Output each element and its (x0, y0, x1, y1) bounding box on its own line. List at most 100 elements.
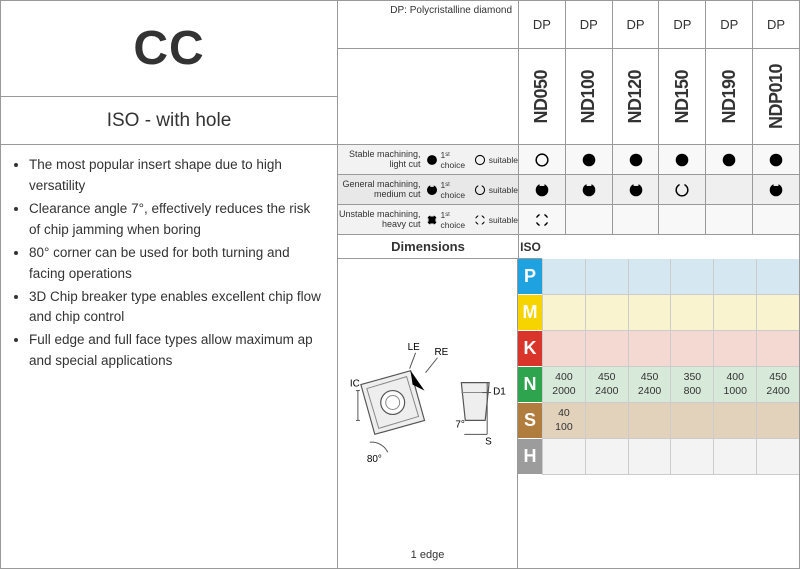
choice-cell (565, 205, 612, 235)
material-cell (756, 403, 799, 439)
machining-label: Unstable machining, heavy cut (338, 210, 425, 230)
legend-first: 1ˢᵗ choice (441, 210, 471, 230)
material-cell (670, 439, 713, 475)
bullet-item: The most popular insert shape due to hig… (29, 155, 325, 197)
cross-open-icon (473, 213, 487, 227)
page-root: CC ISO - with hole The most popular inse… (0, 0, 800, 569)
dp-cell: DP (752, 1, 799, 49)
choice-cell (518, 175, 565, 205)
material-cell: 4002000 (542, 367, 585, 403)
left-column: CC ISO - with hole The most popular inse… (1, 1, 337, 568)
material-cell (542, 259, 585, 295)
grade-code: NDP010 (766, 64, 787, 129)
machining-row-unstable: Unstable machining, heavy cut 1ˢᵗ choice… (338, 205, 518, 235)
material-cell (756, 331, 799, 367)
annot-ic: IC (350, 379, 360, 390)
choice-grid (518, 145, 799, 235)
material-cell: 4502400 (585, 367, 628, 403)
choice-cell (612, 145, 659, 175)
material-cell (585, 295, 628, 331)
material-cell: 40100 (542, 403, 585, 439)
legend-suitable: suitable (489, 155, 518, 165)
material-cell (628, 403, 671, 439)
material-row-N: 4002000450240045024003508004001000450240… (542, 367, 799, 403)
iso-letter-column: PMKNSH (518, 259, 542, 568)
choice-cell (705, 145, 752, 175)
legend-suitable: suitable (489, 185, 518, 195)
material-cell (713, 259, 756, 295)
material-cell (713, 331, 756, 367)
choice-cell (752, 175, 799, 205)
spacer (338, 49, 518, 145)
annot-7deg: 7° (455, 419, 465, 430)
dp-cell: DP (565, 1, 612, 49)
annot-re: RE (434, 347, 448, 358)
dp-cell: DP (705, 1, 752, 49)
machining-row-stable: Stable machining, light cut 1ˢᵗ choice s… (338, 145, 518, 175)
dp-header-row: DP DP DP DP DP DP (518, 1, 799, 49)
notch-open-icon (473, 183, 487, 197)
annot-s: S (485, 436, 492, 447)
material-cell (542, 439, 585, 475)
choice-cell (658, 145, 705, 175)
choice-cell (705, 205, 752, 235)
dp-note: DP: Polycristalline diamond (338, 1, 518, 49)
annot-d1: D1 (493, 387, 506, 398)
legend-pair: 1ˢᵗ choice suitable (425, 150, 519, 170)
material-row-S: 40100 (542, 403, 799, 439)
insert-code: CC (133, 21, 204, 76)
material-cell (628, 331, 671, 367)
legend-pair: 1ˢᵗ choice suitable (425, 210, 519, 230)
material-cell (628, 439, 671, 475)
annot-le: LE (408, 342, 421, 353)
grade-cell: ND190 (705, 49, 752, 145)
grade-code: ND120 (625, 70, 646, 124)
material-grid: 4002000450240045024003508004001000450240… (542, 259, 799, 568)
material-cell (628, 295, 671, 331)
material-cell (670, 259, 713, 295)
material-cell (585, 259, 628, 295)
grade-code: ND050 (531, 70, 552, 124)
choice-row (518, 205, 799, 235)
material-cell (585, 403, 628, 439)
machining-row-general: General machining, medium cut 1ˢᵗ choice… (338, 175, 518, 205)
right-area: DP: Polycristalline diamond DP DP DP DP … (337, 1, 799, 568)
choice-row (518, 175, 799, 205)
bullet-item: 80° corner can be used for both turning … (29, 243, 325, 285)
dp-cell: DP (658, 1, 705, 49)
subtitle: ISO - with hole (107, 110, 232, 132)
technical-drawing: LE RE IC 80° D1 7° S 1 edge (338, 259, 518, 568)
material-cell (713, 439, 756, 475)
circle-fill-icon (425, 153, 439, 167)
choice-cell (612, 175, 659, 205)
subtitle-box: ISO - with hole (1, 97, 337, 145)
grade-cell: ND150 (658, 49, 705, 145)
material-cell (585, 439, 628, 475)
legend-suitable: suitable (489, 215, 518, 225)
choice-cell (565, 145, 612, 175)
grade-cell: ND120 (612, 49, 659, 145)
choice-cell (518, 145, 565, 175)
notch-fill-icon (425, 183, 439, 197)
choice-cell (518, 205, 565, 235)
machining-label: General machining, medium cut (338, 180, 425, 200)
iso-letter-H: H (518, 439, 542, 475)
grade-code: ND150 (672, 70, 693, 124)
material-cell (670, 295, 713, 331)
material-cell (628, 259, 671, 295)
bullet-item: Clearance angle 7°, effectively reduces … (29, 199, 325, 241)
material-cell: 4502400 (756, 367, 799, 403)
iso-letter-S: S (518, 403, 542, 439)
material-cell (585, 331, 628, 367)
choice-cell (752, 205, 799, 235)
choice-cell (658, 205, 705, 235)
legend-pair: 1ˢᵗ choice suitable (425, 180, 519, 200)
grade-cell: NDP010 (752, 49, 799, 145)
iso-letter-N: N (518, 367, 542, 403)
legend-first: 1ˢᵗ choice (441, 150, 471, 170)
grade-cell: ND100 (565, 49, 612, 145)
material-cell (756, 259, 799, 295)
bullet-item: Full edge and full face types allow maxi… (29, 330, 325, 372)
grade-cell: ND050 (518, 49, 565, 145)
material-cell (670, 403, 713, 439)
